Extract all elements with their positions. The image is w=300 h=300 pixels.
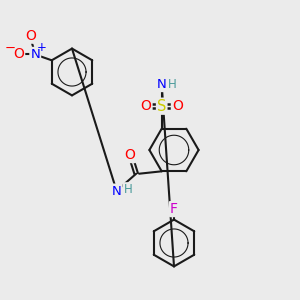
Text: H: H [124, 183, 133, 196]
Text: N: N [157, 78, 166, 91]
Text: S: S [157, 99, 166, 114]
Text: +: + [37, 41, 47, 54]
Text: N: N [112, 184, 122, 198]
Text: O: O [141, 99, 152, 113]
Text: F: F [170, 202, 178, 216]
Text: N: N [30, 48, 40, 61]
Text: O: O [172, 99, 183, 113]
Text: H: H [168, 78, 177, 91]
Text: O: O [124, 148, 135, 162]
Text: O: O [13, 47, 24, 61]
Text: −: − [5, 42, 16, 55]
Text: O: O [25, 29, 36, 43]
